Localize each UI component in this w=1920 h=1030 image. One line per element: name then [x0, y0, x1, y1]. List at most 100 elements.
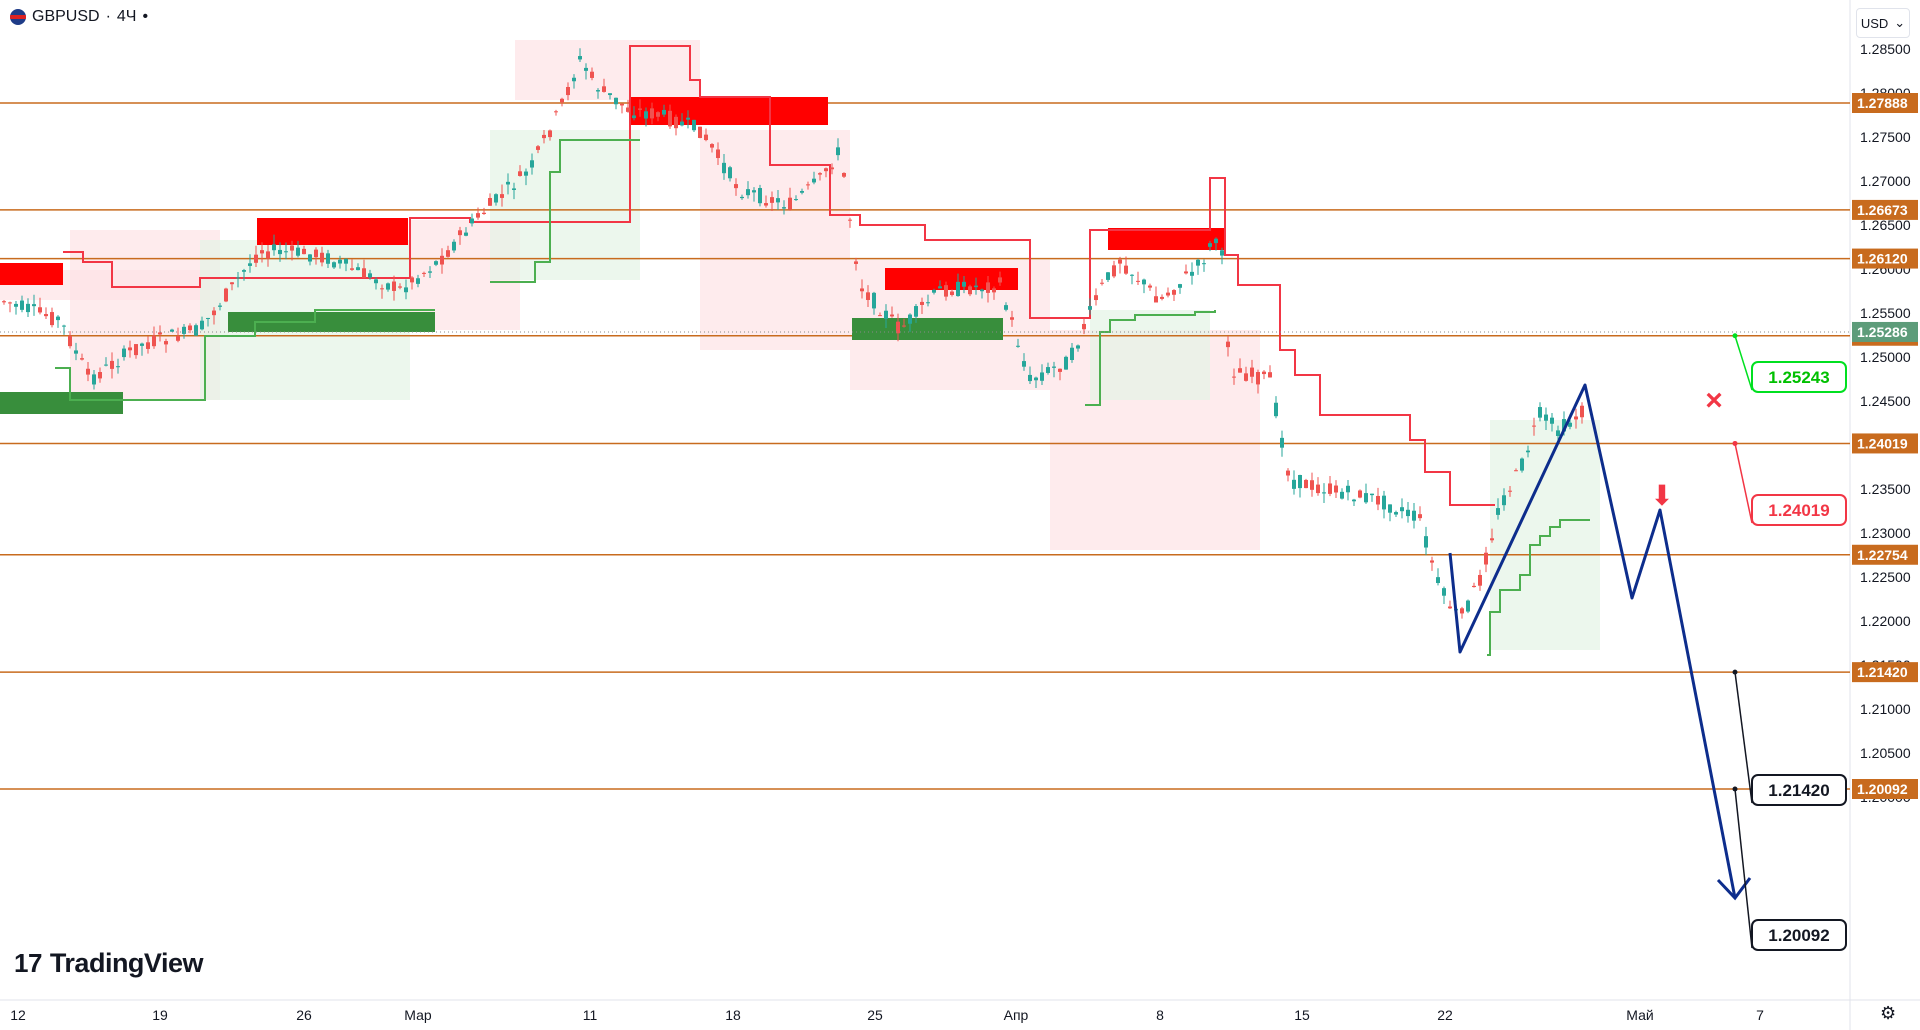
date-tick-label: 8: [1156, 1007, 1164, 1023]
symbol-header[interactable]: GBPUSD · 4Ч •: [10, 8, 148, 26]
candle-body: [338, 259, 342, 264]
candle-body: [842, 172, 846, 177]
demand-zone-box[interactable]: [228, 312, 435, 332]
level-price-tag-label: 1.21420: [1857, 664, 1908, 680]
candle-body: [1532, 425, 1536, 427]
demand-zone-box[interactable]: [0, 392, 123, 414]
supply-zone-box[interactable]: [257, 218, 408, 245]
level-price-tag: [1852, 662, 1918, 683]
candle-body: [734, 184, 738, 189]
candle-body: [98, 372, 102, 379]
candle-body: [572, 77, 576, 82]
candle-body: [110, 360, 114, 369]
candle-body: [1022, 361, 1026, 367]
level-price-tag-label: 1.20092: [1857, 781, 1908, 797]
candle-body: [494, 194, 498, 203]
candle-body: [1154, 296, 1158, 303]
candle-body: [1310, 480, 1314, 490]
candle-body: [1352, 499, 1356, 502]
candle-body: [1412, 510, 1416, 521]
candle-body: [1580, 405, 1584, 418]
candle-body: [692, 119, 696, 131]
currency-selector[interactable]: USD ⌄: [1856, 8, 1910, 38]
candle-body: [566, 86, 570, 96]
candle-body: [974, 285, 978, 288]
demand-zone-box[interactable]: [852, 318, 1003, 340]
callout-box[interactable]: [1751, 919, 1847, 951]
candle-body: [482, 212, 486, 214]
candle-body: [392, 281, 396, 291]
candle-body: [824, 168, 828, 172]
candle-body: [32, 304, 36, 307]
candle-body: [1556, 430, 1560, 436]
candle-body: [1034, 377, 1038, 381]
candle-body: [1088, 306, 1092, 310]
candle-body: [668, 110, 672, 127]
supply-zone-box[interactable]: [0, 263, 63, 285]
support-trail-line: [1085, 310, 1216, 406]
current-price-tag-label: 1.25286: [1857, 324, 1908, 340]
callout-label: 1.24019: [1768, 501, 1829, 520]
candle-body: [1436, 577, 1440, 584]
supply-zone-box[interactable]: [630, 97, 828, 125]
candle-body: [1508, 490, 1512, 492]
candle-body: [452, 241, 456, 251]
date-tick-label: 15: [1294, 1007, 1310, 1023]
candle-body: [938, 286, 942, 289]
candle-body: [458, 230, 462, 236]
candle-body: [92, 374, 96, 385]
gear-icon[interactable]: ⚙: [1880, 1003, 1897, 1023]
candle-body: [44, 314, 48, 317]
support-trail-line: [490, 139, 640, 283]
candle-body: [410, 277, 414, 283]
candle-body: [290, 245, 294, 251]
candle-body: [1076, 345, 1080, 349]
candle-body: [1376, 495, 1380, 505]
callout-box[interactable]: [1751, 494, 1847, 526]
price-tick-label: 1.25000: [1860, 349, 1911, 365]
candle-body: [992, 288, 996, 293]
candle-body: [788, 197, 792, 210]
candle-body: [1160, 296, 1164, 299]
candle-body: [1346, 485, 1350, 493]
candle-body: [512, 188, 516, 190]
candle-body: [152, 335, 156, 347]
candle-body: [416, 278, 420, 284]
candle-body: [1526, 450, 1530, 453]
candle-body: [332, 262, 336, 268]
symbol-separator: ·: [105, 8, 111, 25]
candle-body: [1520, 458, 1524, 471]
candle-body: [1172, 290, 1176, 295]
date-tick-label: 26: [296, 1007, 312, 1023]
candle-body: [1178, 284, 1182, 288]
forecast-path-line[interactable]: [1448, 383, 1737, 899]
candle-body: [1148, 285, 1152, 288]
tradingview-logo[interactable]: 17 TradingView: [14, 948, 203, 979]
candle-body: [1010, 317, 1014, 320]
candle-body: [224, 288, 228, 302]
callout-box[interactable]: [1751, 774, 1847, 806]
candle-body: [1112, 265, 1116, 277]
candle-body: [848, 219, 852, 221]
candle-body: [662, 109, 666, 115]
candle-body: [368, 273, 372, 278]
candle-body: [1292, 479, 1296, 489]
candle-body: [644, 111, 648, 119]
candle-body: [530, 160, 534, 168]
candle-body: [548, 130, 552, 138]
supply-zone-box[interactable]: [1108, 228, 1225, 250]
callout-box[interactable]: [1751, 361, 1847, 393]
gbpusd-flag-icon: [10, 9, 26, 25]
candle-body: [50, 312, 54, 326]
callout-leader: [1734, 672, 1753, 804]
supply-zone-box[interactable]: [885, 268, 1018, 290]
candle-body: [1184, 271, 1188, 274]
support-trail-line: [1487, 519, 1590, 656]
level-price-tag-label: 1.22754: [1857, 547, 1908, 563]
symbol-name: GBPUSD: [32, 8, 100, 25]
candle-body: [488, 198, 492, 206]
price-tick-label: 1.26500: [1860, 217, 1911, 233]
price-tick-label: 1.24500: [1860, 393, 1911, 409]
level-price-tag: [1852, 779, 1918, 799]
